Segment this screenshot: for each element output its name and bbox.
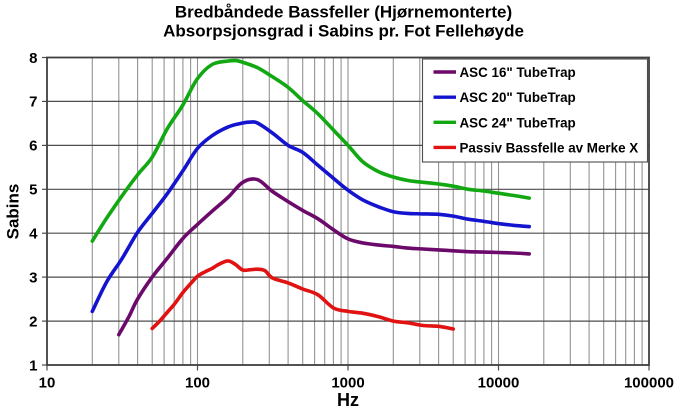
svg-text:1000: 1000 (331, 375, 364, 392)
svg-text:10: 10 (39, 375, 56, 392)
svg-text:Bredbåndede Bassfeller (Hjørne: Bredbåndede Bassfeller (Hjørnemonterte) (175, 3, 512, 22)
svg-text:Passiv Bassfelle av Merke X: Passiv Bassfelle av Merke X (460, 141, 639, 156)
svg-text:100: 100 (185, 375, 210, 392)
svg-text:Sabins: Sabins (4, 184, 23, 240)
svg-text:8: 8 (29, 50, 37, 67)
svg-text:7: 7 (29, 94, 37, 111)
svg-text:5: 5 (29, 182, 37, 199)
svg-text:10000: 10000 (478, 375, 520, 392)
svg-text:2: 2 (29, 313, 37, 330)
svg-text:ASC 24" TubeTrap: ASC 24" TubeTrap (460, 115, 576, 130)
svg-text:1: 1 (29, 357, 37, 374)
svg-text:6: 6 (29, 138, 37, 155)
svg-text:100000: 100000 (624, 375, 674, 392)
svg-text:4: 4 (29, 226, 38, 243)
svg-text:3: 3 (29, 269, 37, 286)
svg-text:ASC 20" TubeTrap: ASC 20" TubeTrap (460, 90, 576, 105)
svg-text:Absorpsjonsgrad i Sabins pr. F: Absorpsjonsgrad i Sabins pr. Fot Fellehø… (163, 22, 524, 41)
svg-text:Hz: Hz (337, 390, 359, 410)
svg-text:ASC 16" TubeTrap: ASC 16" TubeTrap (460, 65, 576, 80)
